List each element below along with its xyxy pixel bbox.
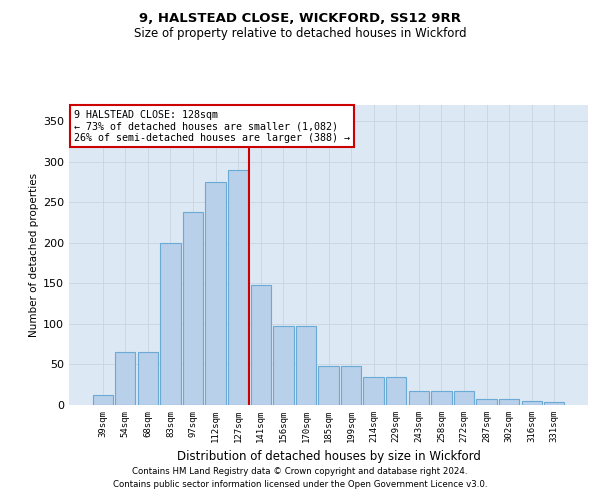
Bar xyxy=(319,366,338,405)
Bar xyxy=(92,396,113,405)
Bar xyxy=(138,352,158,405)
Bar xyxy=(521,401,542,405)
Bar xyxy=(273,326,293,405)
Bar xyxy=(431,391,452,405)
Text: 9 HALSTEAD CLOSE: 128sqm
← 73% of detached houses are smaller (1,082)
26% of sem: 9 HALSTEAD CLOSE: 128sqm ← 73% of detach… xyxy=(74,110,350,142)
Bar xyxy=(409,391,429,405)
Bar xyxy=(544,402,565,405)
Text: Contains public sector information licensed under the Open Government Licence v3: Contains public sector information licen… xyxy=(113,480,487,489)
Bar xyxy=(251,285,271,405)
Y-axis label: Number of detached properties: Number of detached properties xyxy=(29,173,39,337)
Bar xyxy=(386,376,406,405)
Bar xyxy=(364,376,384,405)
Bar xyxy=(183,212,203,405)
Bar xyxy=(476,400,497,405)
Text: Contains HM Land Registry data © Crown copyright and database right 2024.: Contains HM Land Registry data © Crown c… xyxy=(132,467,468,476)
Bar xyxy=(228,170,248,405)
Text: Size of property relative to detached houses in Wickford: Size of property relative to detached ho… xyxy=(134,28,466,40)
X-axis label: Distribution of detached houses by size in Wickford: Distribution of detached houses by size … xyxy=(176,450,481,464)
Bar xyxy=(499,400,519,405)
Bar xyxy=(296,326,316,405)
Text: 9, HALSTEAD CLOSE, WICKFORD, SS12 9RR: 9, HALSTEAD CLOSE, WICKFORD, SS12 9RR xyxy=(139,12,461,26)
Bar xyxy=(115,352,136,405)
Bar xyxy=(454,391,474,405)
Bar xyxy=(341,366,361,405)
Bar xyxy=(160,243,181,405)
Bar xyxy=(205,182,226,405)
